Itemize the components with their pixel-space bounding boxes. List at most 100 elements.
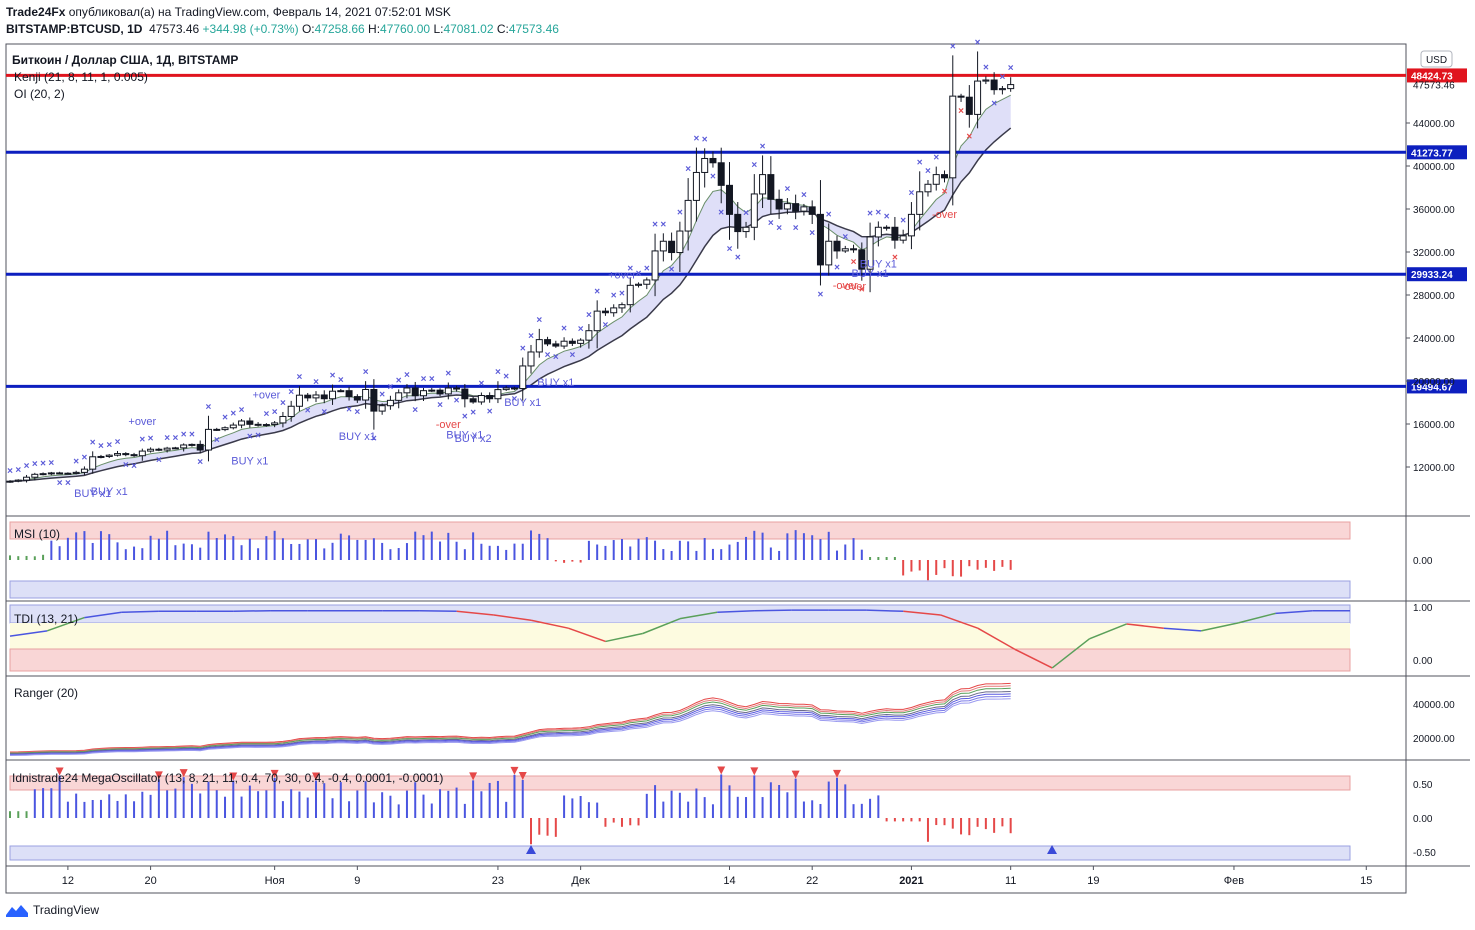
mega-label[interactable]: Idnistrade24 MegaOscillator (13, 8, 21, … bbox=[12, 771, 443, 785]
candle[interactable] bbox=[916, 191, 924, 215]
candle[interactable] bbox=[949, 95, 957, 179]
candle[interactable] bbox=[105, 454, 113, 457]
candle[interactable] bbox=[502, 387, 510, 391]
candle[interactable] bbox=[80, 468, 88, 473]
candle[interactable] bbox=[362, 388, 370, 401]
candle[interactable] bbox=[883, 226, 891, 229]
currency-badge[interactable] bbox=[1420, 50, 1453, 68]
candle[interactable] bbox=[610, 307, 618, 314]
candle[interactable] bbox=[833, 240, 841, 252]
candle[interactable] bbox=[825, 240, 833, 266]
candle[interactable] bbox=[64, 472, 72, 475]
candle[interactable] bbox=[254, 423, 262, 426]
ranger-label[interactable]: Ranger (20) bbox=[14, 686, 78, 700]
candle[interactable] bbox=[31, 473, 39, 478]
candle[interactable] bbox=[196, 443, 204, 451]
candle[interactable] bbox=[180, 444, 188, 449]
candle[interactable] bbox=[147, 448, 155, 452]
candle[interactable] bbox=[701, 157, 709, 173]
candle[interactable] bbox=[122, 453, 130, 456]
candle[interactable] bbox=[229, 424, 237, 429]
candle[interactable] bbox=[982, 79, 990, 82]
study-oi-label[interactable]: OI (20, 2) bbox=[14, 87, 65, 101]
candle[interactable] bbox=[486, 395, 494, 400]
candle[interactable] bbox=[957, 95, 965, 98]
candle[interactable] bbox=[370, 388, 378, 412]
candle[interactable] bbox=[717, 162, 725, 186]
candle[interactable] bbox=[668, 240, 676, 254]
mega-oscillator-pane[interactable]: 0.50 0.00 -0.50 bbox=[9, 766, 1436, 861]
candle[interactable] bbox=[692, 171, 700, 201]
candle[interactable] bbox=[734, 213, 742, 233]
candle[interactable] bbox=[477, 395, 485, 403]
candle[interactable] bbox=[1007, 84, 1015, 90]
candle[interactable] bbox=[924, 183, 932, 193]
candle[interactable] bbox=[635, 283, 643, 286]
tdi-label[interactable]: TDI (13, 21) bbox=[14, 612, 78, 626]
candle[interactable] bbox=[709, 157, 717, 164]
candle[interactable] bbox=[618, 304, 626, 309]
candle[interactable] bbox=[510, 387, 518, 390]
msi-pane[interactable]: 0.00 bbox=[9, 521, 1433, 599]
candle[interactable] bbox=[519, 365, 527, 390]
candle[interactable] bbox=[593, 310, 601, 332]
candle[interactable] bbox=[932, 174, 940, 185]
candle[interactable] bbox=[750, 193, 758, 228]
candle[interactable] bbox=[262, 424, 270, 427]
candle[interactable] bbox=[47, 472, 55, 475]
footer-brand[interactable]: TradingView bbox=[6, 903, 99, 917]
candle[interactable] bbox=[428, 389, 436, 392]
candle[interactable] bbox=[998, 88, 1006, 91]
candle[interactable] bbox=[39, 473, 47, 476]
candle[interactable] bbox=[568, 340, 576, 344]
candle[interactable] bbox=[767, 174, 775, 200]
candle[interactable] bbox=[444, 387, 452, 395]
candle[interactable] bbox=[295, 394, 303, 407]
candle[interactable] bbox=[155, 448, 163, 451]
tdi-pane[interactable]: 1.00 0.00 bbox=[9, 603, 1433, 672]
candle[interactable] bbox=[72, 471, 80, 474]
candle[interactable] bbox=[899, 235, 907, 241]
candle[interactable] bbox=[676, 230, 684, 254]
candle[interactable] bbox=[353, 396, 361, 401]
candle[interactable] bbox=[461, 388, 469, 400]
candle[interactable] bbox=[858, 249, 866, 270]
candle[interactable] bbox=[494, 389, 502, 400]
candle[interactable] bbox=[684, 199, 692, 232]
candle[interactable] bbox=[213, 428, 221, 431]
candle[interactable] bbox=[469, 398, 477, 403]
candle[interactable] bbox=[204, 428, 212, 451]
candle[interactable] bbox=[527, 351, 535, 367]
candle[interactable] bbox=[552, 343, 560, 347]
candle[interactable] bbox=[420, 390, 427, 397]
candle[interactable] bbox=[312, 394, 320, 399]
candle[interactable] bbox=[304, 394, 312, 399]
candle[interactable] bbox=[395, 392, 403, 401]
candle[interactable] bbox=[783, 203, 791, 210]
candle[interactable] bbox=[188, 443, 196, 446]
candle[interactable] bbox=[626, 284, 634, 306]
candle[interactable] bbox=[800, 206, 808, 212]
candle[interactable] bbox=[56, 472, 64, 475]
candle[interactable] bbox=[337, 390, 345, 393]
candle[interactable] bbox=[601, 310, 609, 314]
candle[interactable] bbox=[89, 456, 97, 470]
candle[interactable] bbox=[221, 427, 229, 431]
candle[interactable] bbox=[775, 198, 783, 210]
candle[interactable] bbox=[544, 339, 552, 345]
candle[interactable] bbox=[643, 279, 651, 285]
candle[interactable] bbox=[138, 450, 146, 457]
candle[interactable] bbox=[114, 453, 122, 456]
publisher-name[interactable]: Trade24Fx bbox=[6, 5, 66, 19]
candle[interactable] bbox=[14, 479, 22, 482]
candle[interactable] bbox=[535, 339, 543, 353]
candle[interactable] bbox=[329, 390, 337, 400]
candle[interactable] bbox=[891, 226, 899, 241]
candle[interactable] bbox=[238, 420, 246, 426]
candle[interactable] bbox=[841, 248, 849, 252]
candle[interactable] bbox=[808, 206, 816, 215]
candle[interactable] bbox=[279, 415, 287, 424]
candle[interactable] bbox=[585, 330, 593, 341]
